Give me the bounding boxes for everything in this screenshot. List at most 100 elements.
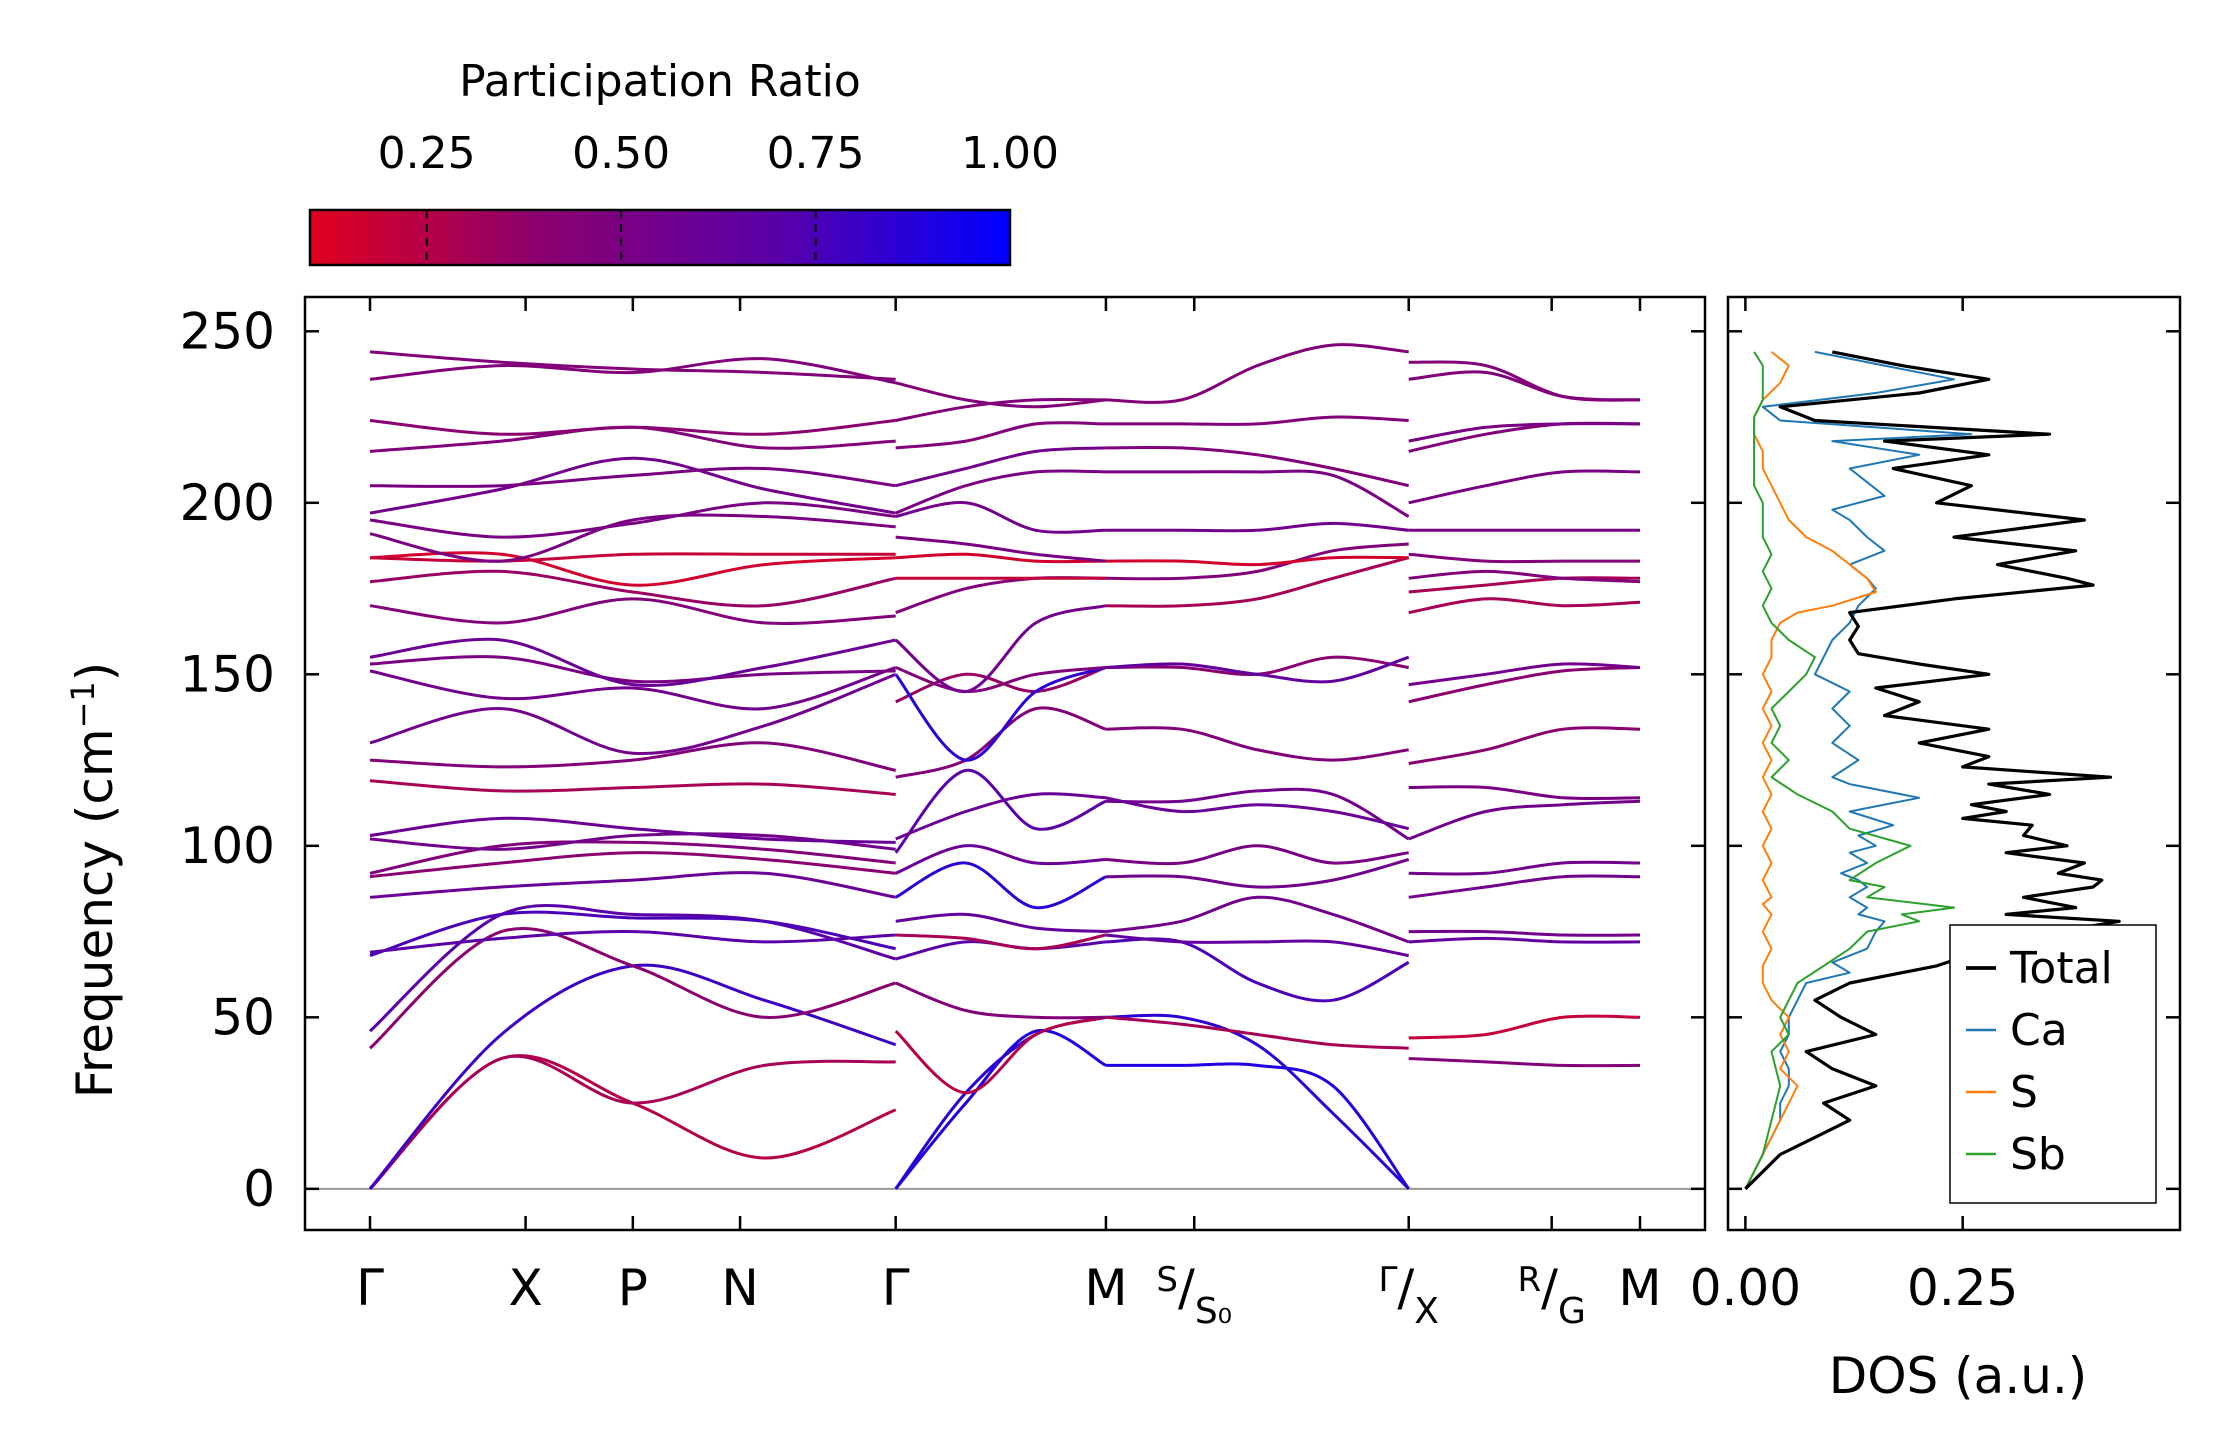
phonon-band <box>1408 1057 1641 1068</box>
dos-tick-label: 0.00 <box>1690 1259 1801 1317</box>
phonon-band <box>895 446 1106 488</box>
phonon-band <box>1408 929 1641 937</box>
phonon-band <box>1105 445 1410 488</box>
frequency-tick-label: 50 <box>211 988 275 1046</box>
phonon-band <box>369 851 896 879</box>
phonon-band <box>1105 1062 1410 1190</box>
frequency-tick-label: 0 <box>243 1160 275 1218</box>
phonon-band <box>1408 726 1641 765</box>
phonon-band <box>895 666 1107 694</box>
dos-panel: 0.00 0.25 DOS (a.u.) Total Ca S Sb <box>1690 295 2182 1405</box>
phonon-band <box>895 981 1106 1020</box>
colorbar-tick-label: 1.00 <box>961 128 1059 179</box>
kpoint-label: Γ/X <box>1378 1259 1438 1332</box>
frequency-ticks: 0 50 100 150 200 250 <box>180 302 2180 1218</box>
kpoint-label: X <box>508 1259 542 1317</box>
band-lines <box>368 343 1641 1190</box>
phonon-band <box>895 792 1106 841</box>
phonon-band <box>895 535 1107 563</box>
phonon-band <box>369 637 897 687</box>
phonon-band <box>369 840 896 875</box>
phonon-band <box>1408 799 1641 841</box>
legend-label-s: S <box>2010 1067 2038 1118</box>
frequency-tick-label: 200 <box>180 474 275 532</box>
frequency-tick-label: 250 <box>180 302 275 360</box>
phonon-band <box>369 779 896 796</box>
phonon-band <box>1408 936 1641 944</box>
phonon-band <box>1105 787 1410 841</box>
phonon-band <box>369 926 897 1050</box>
phonon-band <box>1105 556 1410 608</box>
phonon-band <box>894 666 1107 762</box>
phonon-band <box>1105 542 1409 581</box>
dos-series-lines <box>1744 350 2121 1190</box>
phonon-band <box>1105 469 1410 518</box>
phonon-band <box>369 904 897 1033</box>
phonon-band <box>1105 555 1409 567</box>
kpoint-label: M <box>1084 1259 1127 1317</box>
phonon-band <box>369 871 896 899</box>
dos-line-s <box>1744 351 1877 1190</box>
phonon-band <box>369 513 896 563</box>
phonon-band <box>369 569 897 608</box>
phonon-band <box>369 666 897 711</box>
phonon-band <box>369 930 896 954</box>
phonon-band <box>895 706 1107 779</box>
phonon-band <box>1408 860 1641 876</box>
phonon-band <box>368 1054 897 1190</box>
phonon-band <box>369 552 896 563</box>
kpoint-label: P <box>618 1259 648 1317</box>
phonon-band <box>895 552 1106 564</box>
phonon-band <box>1105 726 1409 762</box>
phonon-band <box>895 912 1106 934</box>
phonon-band <box>895 501 1106 534</box>
phonon-band <box>894 604 1107 694</box>
phonon-band <box>1408 874 1641 899</box>
phonon-band <box>368 963 897 1190</box>
colorbar-tick-label: 0.25 <box>378 128 476 179</box>
dos-ticks: 0.00 0.25 <box>1690 297 2018 1317</box>
phonon-band <box>369 816 896 844</box>
phonon-band <box>894 861 1107 910</box>
phonon-band <box>1408 370 1641 402</box>
phonon-band <box>369 456 896 515</box>
phonon-band <box>369 551 896 587</box>
phonon-band <box>369 741 897 772</box>
kpoint-label: S/S₀ <box>1156 1259 1232 1332</box>
phonon-band <box>1105 895 1410 944</box>
phonon-band <box>369 419 896 436</box>
phonon-band <box>895 844 1106 875</box>
phonon-band <box>1105 1013 1410 1190</box>
band-structure-frame <box>303 295 1707 1232</box>
dos-axis-label: DOS (a.u.) <box>1829 1347 2088 1405</box>
phonon-band <box>369 910 897 958</box>
phonon-band <box>895 397 1106 422</box>
phonon-band <box>894 1028 1107 1190</box>
frequency-tick-label: 150 <box>180 645 275 703</box>
phonon-band <box>1408 360 1641 402</box>
kpoint-label: R/G <box>1517 1259 1585 1332</box>
phonon-band <box>368 1054 896 1190</box>
phonon-band <box>1105 933 1409 958</box>
legend-label-sb: Sb <box>2010 1129 2066 1180</box>
phonon-band <box>1105 415 1409 426</box>
colorbar-tick-label: 0.75 <box>767 128 865 179</box>
colorbar-gradient <box>308 208 1012 267</box>
phonon-band <box>895 421 1106 450</box>
phonon-band <box>1408 469 1641 505</box>
phonon-band <box>369 672 897 756</box>
phonon-band <box>1408 666 1641 704</box>
phonon-band <box>369 597 896 625</box>
phonon-band <box>1408 569 1641 584</box>
kpoint-label: Γ <box>356 1259 384 1317</box>
phonon-band <box>895 576 1106 615</box>
colorbar-ticks: 0.25 0.50 0.75 1.00 <box>378 128 1059 265</box>
phonon-band <box>369 466 896 488</box>
phonon-band <box>895 381 1107 409</box>
phonon-band <box>1408 422 1641 443</box>
band-structure-panel: Γ X P N Γ M S/S₀ Γ/X R/G M 0 50 100 150 200 250 Freque… <box>64 295 2180 1332</box>
phonon-band <box>895 933 1107 951</box>
phonon-band <box>1408 785 1641 801</box>
frequency-tick-label: 100 <box>180 817 275 875</box>
